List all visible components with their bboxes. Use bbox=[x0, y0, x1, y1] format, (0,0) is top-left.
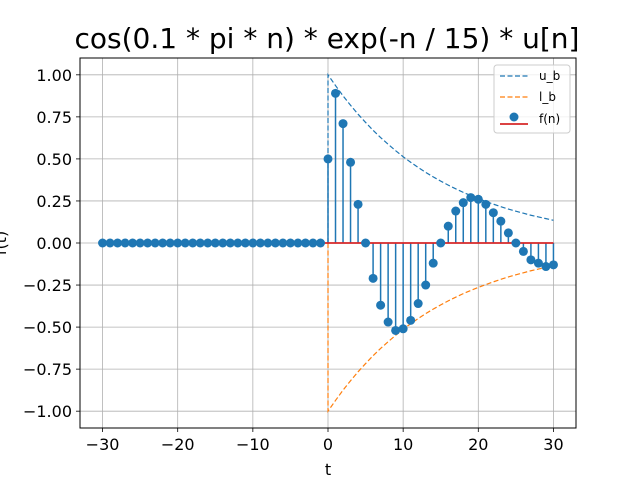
stem-marker bbox=[120, 238, 130, 248]
stem-marker bbox=[421, 280, 431, 290]
stem-marker bbox=[308, 238, 318, 248]
y-tick-label: −1.00 bbox=[23, 402, 72, 421]
y-tick-label: −0.50 bbox=[23, 318, 72, 337]
stem-marker bbox=[541, 262, 551, 272]
stem-marker bbox=[150, 238, 160, 248]
stem-marker bbox=[458, 198, 468, 208]
stem-marker bbox=[135, 238, 145, 248]
stem-marker bbox=[240, 238, 250, 248]
stem-marker bbox=[255, 238, 265, 248]
stem-marker bbox=[128, 238, 138, 248]
stem-marker bbox=[173, 238, 183, 248]
stem-marker bbox=[413, 299, 423, 309]
legend-label-l-b: l_b bbox=[539, 90, 556, 104]
y-tick-label: −0.25 bbox=[23, 276, 72, 295]
stem-marker bbox=[195, 238, 205, 248]
stem-marker bbox=[481, 199, 491, 209]
stem-marker bbox=[503, 228, 513, 238]
stem-marker bbox=[383, 317, 393, 327]
stem-marker bbox=[331, 88, 341, 98]
x-tick-label: −10 bbox=[236, 435, 270, 454]
bound-line-l-b bbox=[327, 243, 554, 414]
stem-marker bbox=[398, 324, 408, 334]
legend-label-u-b: u_b bbox=[539, 69, 560, 83]
stem-marker bbox=[533, 258, 543, 268]
bound-lines bbox=[327, 72, 554, 414]
stem-marker bbox=[526, 255, 536, 265]
x-tick-label: 30 bbox=[543, 435, 563, 454]
stem-marker bbox=[105, 238, 115, 248]
stem-marker bbox=[368, 273, 378, 283]
x-tick-label: −20 bbox=[161, 435, 195, 454]
y-tick-label: −0.75 bbox=[23, 360, 72, 379]
stem-marker bbox=[466, 193, 476, 203]
stem-marker bbox=[406, 315, 416, 325]
stem-marker bbox=[338, 119, 348, 129]
legend: u_b l_b f(n) bbox=[493, 64, 571, 134]
stem-marker bbox=[113, 238, 123, 248]
chart-title: cos(0.1 * pi * n) * exp(-n / 15) * u[n] bbox=[75, 22, 580, 55]
stem-marker bbox=[218, 238, 228, 248]
stem-marker bbox=[518, 246, 528, 256]
bound-line-u-b bbox=[327, 72, 554, 243]
stem-marker bbox=[293, 238, 303, 248]
stem-marker bbox=[436, 238, 446, 248]
legend-stem-marker bbox=[509, 112, 519, 122]
stem-marker bbox=[548, 260, 558, 270]
x-tick-label: 20 bbox=[468, 435, 488, 454]
stem-marker bbox=[263, 238, 273, 248]
x-axis-label: t bbox=[325, 460, 331, 479]
stem-marker bbox=[323, 154, 333, 164]
stem-marker bbox=[376, 300, 386, 310]
x-tick-label: 0 bbox=[323, 435, 333, 454]
stem-marker bbox=[233, 238, 243, 248]
stem-marker bbox=[285, 238, 295, 248]
y-tick-label: 0.50 bbox=[36, 150, 72, 169]
stem-marker bbox=[180, 238, 190, 248]
stem-marker bbox=[488, 208, 498, 218]
axis-ticks: −30 −20 −10 0 10 20 30 −1.00 −0.75 −0.50 −0.25 0.00… bbox=[23, 66, 564, 454]
stem-marker bbox=[278, 238, 288, 248]
stem-marker bbox=[225, 238, 235, 248]
stem-marker bbox=[496, 216, 506, 226]
stem-marker bbox=[443, 221, 453, 231]
y-axis-label: f(t) bbox=[0, 231, 10, 255]
legend-label-f-n: f(n) bbox=[539, 112, 560, 126]
stem-marker bbox=[391, 325, 401, 335]
stem-marker bbox=[158, 238, 168, 248]
stem-marker bbox=[361, 238, 371, 248]
stem-marker bbox=[473, 194, 483, 204]
stem-marker bbox=[428, 258, 438, 268]
stem-series bbox=[98, 88, 558, 335]
stem-marker bbox=[346, 157, 356, 167]
x-tick-label: −30 bbox=[86, 435, 120, 454]
stem-marker bbox=[98, 238, 108, 248]
stem-marker bbox=[353, 199, 363, 209]
y-tick-label: 0.00 bbox=[36, 234, 72, 253]
stem-marker bbox=[248, 238, 258, 248]
x-tick-label: 10 bbox=[393, 435, 413, 454]
stem-marker bbox=[270, 238, 280, 248]
stem-marker bbox=[203, 238, 213, 248]
stem-marker bbox=[511, 238, 521, 248]
y-tick-label: 1.00 bbox=[36, 66, 72, 85]
stem-marker bbox=[451, 206, 461, 216]
stem-marker bbox=[210, 238, 220, 248]
y-tick-label: 0.75 bbox=[36, 108, 72, 127]
stem-marker bbox=[188, 238, 198, 248]
y-tick-label: 0.25 bbox=[36, 192, 72, 211]
stem-marker bbox=[165, 238, 175, 248]
stem-marker bbox=[300, 238, 310, 248]
stem-marker bbox=[315, 238, 325, 248]
stem-marker bbox=[143, 238, 153, 248]
